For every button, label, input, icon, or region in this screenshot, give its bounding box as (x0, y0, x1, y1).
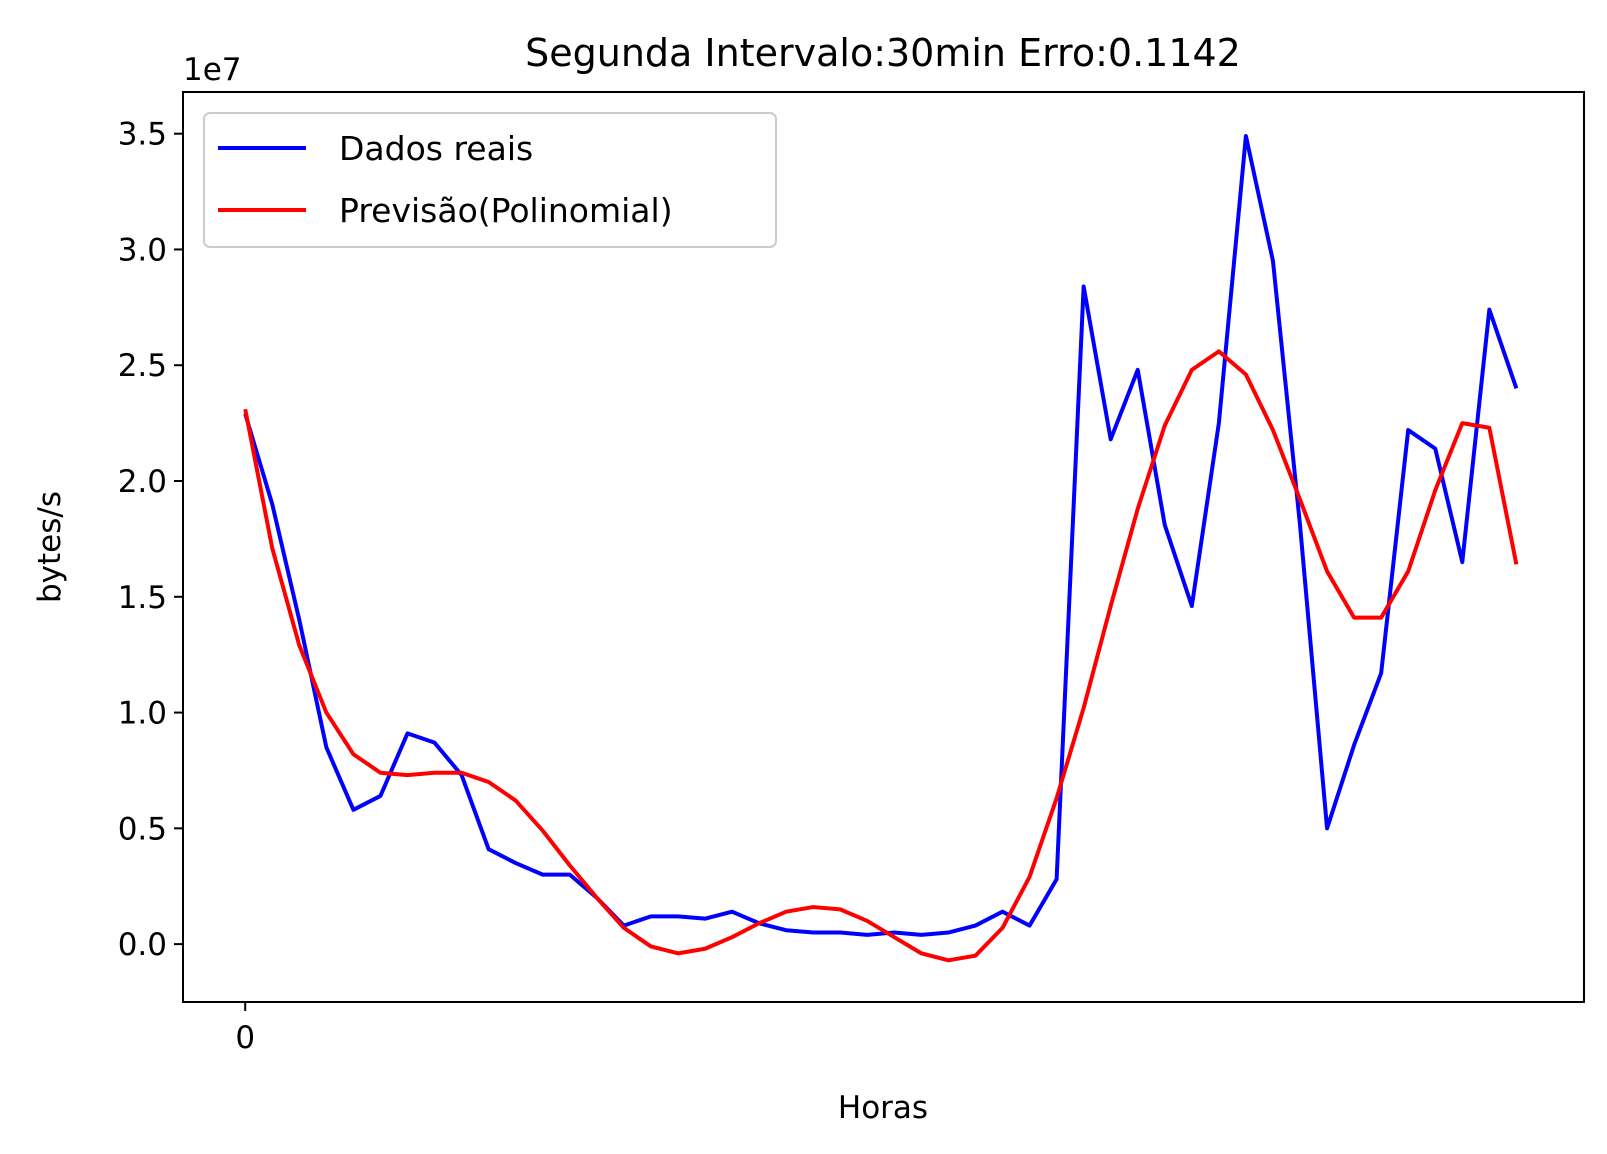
y-tick-label: 3.0 (118, 232, 167, 268)
plot-lines (243, 133, 1519, 963)
plot-area-frame (182, 91, 1585, 1003)
legend-label-dados-reais: Dados reais (339, 129, 533, 168)
y-axis-offset-label: 1e7 (183, 52, 242, 88)
y-axis-ticks: 0.0 0.5 1.0 1.5 2.0 2.5 3.0 3.5 (118, 117, 183, 963)
y-tick-label: 1.0 (118, 696, 167, 732)
y-tick-label: 0.5 (118, 811, 167, 847)
y-tick-label: 2.0 (118, 464, 167, 500)
y-tick-label: 2.5 (118, 348, 167, 384)
legend-label-previsao: Previsão(Polinomial) (339, 191, 673, 230)
x-axis-label: Horas (838, 1090, 928, 1126)
chart-title: Segunda Intervalo:30min Erro:0.1142 (525, 31, 1241, 75)
legend: Dados reais Previsão(Polinomial) (203, 112, 777, 248)
legend-box (203, 112, 777, 248)
y-tick-label: 0.0 (118, 927, 167, 963)
y-tick-label: 3.5 (118, 117, 167, 153)
x-tick-label: 0 (235, 1020, 255, 1056)
series-line-previsao (243, 349, 1519, 963)
x-axis-ticks: 0 (235, 1002, 255, 1056)
y-axis-label: bytes/s (32, 491, 68, 603)
y-tick-label: 1.5 (118, 580, 167, 616)
series-line-dados-reais (243, 133, 1519, 937)
